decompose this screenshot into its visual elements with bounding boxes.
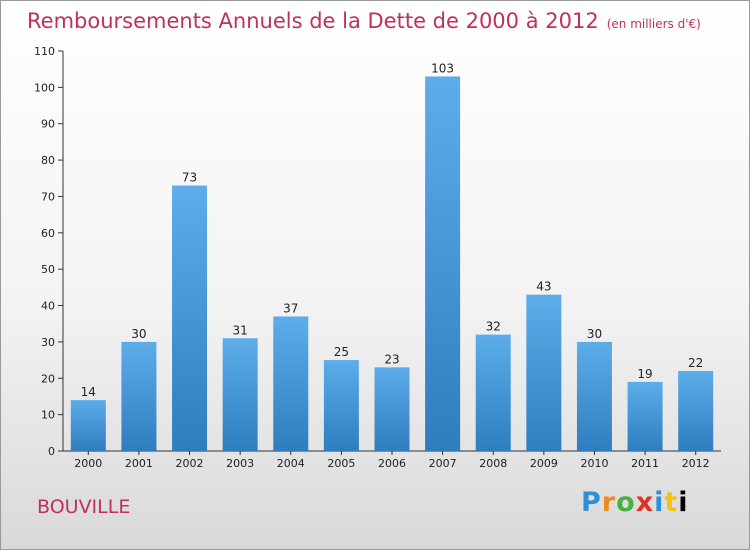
- bar-value-label: 23: [384, 352, 399, 366]
- bar-value-label: 103: [431, 61, 454, 75]
- y-tick-label: 40: [41, 300, 55, 313]
- x-tick-label: 2009: [530, 457, 558, 470]
- x-tick-label: 2004: [277, 457, 305, 470]
- y-tick-label: 60: [41, 227, 55, 240]
- x-tick-label: 2001: [125, 457, 153, 470]
- proxiti-logo: Proxiti: [581, 487, 689, 518]
- bar-2003: [222, 338, 258, 451]
- x-tick-label: 2002: [176, 457, 204, 470]
- x-tick-label: 2006: [378, 457, 406, 470]
- y-tick-label: 100: [34, 81, 55, 94]
- chart-title-text: Remboursements Annuels de la Dette de 20…: [27, 9, 599, 33]
- bar-2000: [70, 400, 106, 451]
- y-tick-label: 80: [41, 154, 55, 167]
- bar-2010: [576, 341, 612, 451]
- bar-2001: [121, 341, 157, 451]
- x-tick-label: 2010: [580, 457, 608, 470]
- y-tick-label: 50: [41, 263, 55, 276]
- x-tick-label: 2011: [631, 457, 659, 470]
- bar-value-label: 32: [486, 320, 501, 334]
- x-tick-label: 2005: [327, 457, 355, 470]
- bar-2004: [273, 316, 309, 451]
- bar-2012: [678, 371, 714, 451]
- bar-value-label: 22: [688, 356, 703, 370]
- y-tick-label: 0: [48, 445, 55, 458]
- commune-name: BOUVILLE: [37, 496, 131, 518]
- bar-2007: [425, 76, 461, 452]
- y-tick-label: 110: [34, 45, 55, 58]
- bar-value-label: 43: [536, 280, 551, 294]
- x-tick-label: 2012: [682, 457, 710, 470]
- bar-2002: [172, 185, 208, 451]
- y-tick-label: 70: [41, 190, 55, 203]
- y-tick-label: 10: [41, 409, 55, 422]
- bar-2011: [627, 381, 663, 451]
- y-tick-label: 30: [41, 336, 55, 349]
- bar-value-label: 30: [587, 327, 602, 341]
- bar-2008: [475, 334, 511, 451]
- x-tick-label: 2003: [226, 457, 254, 470]
- chart-unit: (en milliers d'€): [606, 17, 701, 31]
- bar-2009: [526, 294, 562, 451]
- bar-value-label: 25: [334, 345, 349, 359]
- x-tick-label: 2008: [479, 457, 507, 470]
- x-tick-label: 2007: [429, 457, 457, 470]
- bar-value-label: 14: [81, 385, 96, 399]
- y-tick-label: 90: [41, 118, 55, 131]
- bar-value-label: 31: [233, 323, 248, 337]
- x-tick-label: 2000: [74, 457, 102, 470]
- y-tick-label: 20: [41, 372, 55, 385]
- bar-value-label: 37: [283, 301, 298, 315]
- bar-value-label: 19: [637, 367, 652, 381]
- bar-2005: [323, 360, 359, 451]
- bar-value-label: 73: [182, 171, 197, 185]
- bar-2006: [374, 367, 410, 451]
- chart-title: Remboursements Annuels de la Dette de 20…: [27, 9, 701, 33]
- bar-value-label: 30: [131, 327, 146, 341]
